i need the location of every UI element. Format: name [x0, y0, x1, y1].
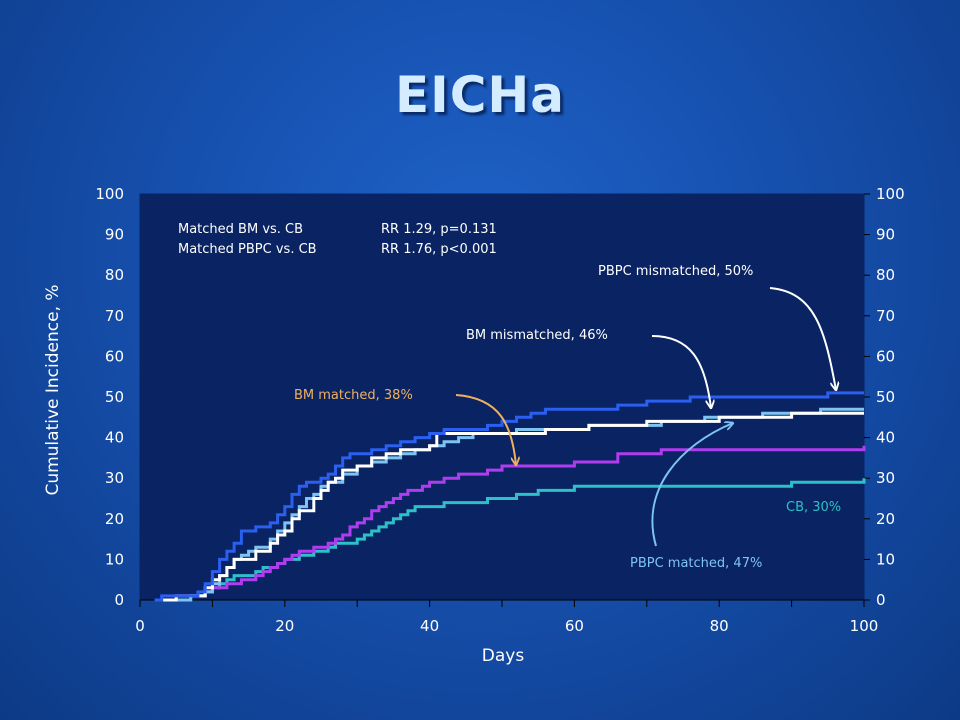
arrow-pbpc-mismatched — [769, 287, 836, 390]
x-tick-label: 0 — [135, 617, 145, 635]
y-tick-label-left: 80 — [105, 266, 124, 284]
label-pbpc-matched: PBPC matched, 47% — [630, 556, 762, 571]
y-tick-label-right: 30 — [876, 469, 895, 487]
y-tick-label-right: 90 — [876, 226, 895, 244]
y-tick-label-left: 0 — [114, 591, 124, 609]
y-tick-label-left: 90 — [105, 226, 124, 244]
y-axis-title: Cumulative Incidence, % — [43, 284, 63, 495]
x-tick-label: 20 — [275, 617, 294, 635]
y-tick-label-right: 20 — [876, 510, 895, 528]
y-tick-label-left: 40 — [105, 429, 124, 447]
y-tick-label-right: 80 — [876, 266, 895, 284]
stats-row1-right: RR 1.29, p=0.131 — [381, 222, 497, 237]
stats-row2-left: Matched PBPC vs. CB — [178, 242, 317, 257]
x-axis-title: Days — [482, 646, 525, 666]
slide-title: EICHa — [394, 66, 566, 124]
y-tick-label-right: 50 — [876, 388, 895, 406]
y-tick-label-left: 60 — [105, 347, 124, 365]
y-tick-label-left: 30 — [105, 469, 124, 487]
y-tick-label-left: 20 — [105, 510, 124, 528]
y-tick-label-right: 60 — [876, 347, 895, 365]
stats-row1-left: Matched BM vs. CB — [178, 222, 303, 237]
y-tick-label-right: 0 — [876, 591, 886, 609]
x-tick-label: 40 — [420, 617, 439, 635]
x-tick-label: 60 — [565, 617, 584, 635]
arrow-bm-mismatched — [651, 335, 711, 408]
series-line-pbpc-mismatched — [154, 391, 864, 602]
y-tick-label-left: 50 — [105, 388, 124, 406]
arrow-bm-matched — [455, 394, 516, 465]
y-tick-label-left: 100 — [95, 185, 124, 203]
y-tick-label-left: 70 — [105, 307, 124, 325]
y-tick-label-right: 70 — [876, 307, 895, 325]
label-bm-matched: BM matched, 38% — [294, 388, 413, 403]
series-line-bm-matched — [154, 445, 866, 602]
x-tick-label: 80 — [710, 617, 729, 635]
label-cb: CB, 30% — [786, 500, 841, 515]
label-bm-mismatched: BM mismatched, 46% — [466, 328, 608, 343]
arrow-pbpc-matched — [651, 423, 733, 547]
y-tick-label-left: 10 — [105, 550, 124, 568]
series-line-bm-mismatched — [154, 411, 864, 602]
x-tick-label: 100 — [850, 617, 879, 635]
y-tick-label-right: 10 — [876, 550, 895, 568]
y-tick-label-right: 40 — [876, 429, 895, 447]
y-tick-label-right: 100 — [876, 185, 905, 203]
series-line-cb — [154, 478, 866, 602]
stats-row2-right: RR 1.76, p<0.001 — [381, 242, 497, 257]
label-pbpc-mismatched: PBPC mismatched, 50% — [598, 264, 753, 279]
